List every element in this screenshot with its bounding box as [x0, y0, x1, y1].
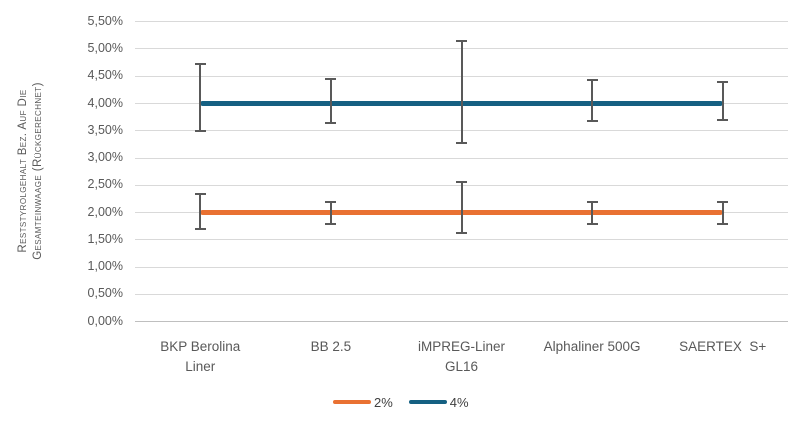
error-bar-cap-top-2% — [586, 200, 598, 203]
legend-line-swatch — [333, 400, 371, 404]
y-axis-title: Reststyrolgehalt Bez. Auf Die Gesamteinw… — [16, 82, 46, 260]
error-bar-cap-top-4% — [717, 80, 729, 83]
error-bar-cap-bottom-2% — [194, 227, 206, 230]
x-axis-category-label: iMPREG-Liner GL16 — [392, 337, 532, 377]
error-bar-stem-4% — [721, 81, 724, 121]
y-axis-title-line-2: Gesamteinwaage (Rückgerechnet) — [32, 82, 44, 260]
y-tick-label: 4,00% — [87, 95, 123, 110]
y-tick-label: 0,00% — [87, 313, 123, 328]
error-bar-stem-4% — [329, 78, 332, 123]
error-bar-stem-4% — [591, 80, 594, 121]
legend: 2% 4% — [333, 393, 485, 411]
y-tick-label: 1,50% — [87, 231, 123, 246]
error-bar-cap-bottom-4% — [717, 119, 729, 122]
error-bar-cap-bottom-2% — [586, 222, 598, 225]
gridline — [135, 239, 788, 241]
error-bar-cap-top-2% — [194, 192, 206, 195]
error-bar-cap-top-2% — [456, 180, 467, 183]
error-bar-stem-2% — [199, 193, 202, 229]
y-axis-title-line-1: Reststyrolgehalt Bez. Auf Die — [17, 89, 29, 253]
gridline — [135, 21, 788, 23]
legend-label: 4% — [449, 394, 469, 410]
y-tick-label: 5,50% — [87, 13, 123, 28]
legend-label: 2% — [374, 394, 393, 410]
gridline — [135, 266, 788, 268]
legend-item-2%: 2% — [333, 395, 393, 410]
error-bar-cap-bottom-4% — [194, 129, 206, 132]
gridline — [135, 293, 788, 295]
x-axis-category-label-line: BKP Berolina — [160, 339, 241, 354]
legend-line-swatch — [408, 400, 447, 404]
y-tick-label: 2,50% — [87, 177, 123, 192]
error-bar-cap-bottom-4% — [325, 121, 337, 124]
error-bar-cap-bottom-2% — [717, 222, 729, 225]
x-axis-category-label-line: iMPREG-Liner — [417, 339, 506, 354]
error-bar-cap-top-2% — [325, 200, 337, 203]
x-axis-category-label: BB 2.5 — [261, 337, 401, 357]
y-tick-label: 3,50% — [87, 122, 123, 137]
x-axis-line — [135, 321, 788, 323]
error-bar-stem-2% — [591, 201, 594, 224]
error-bar-cap-bottom-4% — [456, 142, 467, 145]
error-bar-stem-2% — [329, 201, 332, 224]
y-tick-label: 3,00% — [87, 150, 123, 165]
y-tick-label: 5,00% — [87, 40, 123, 55]
error-bar-cap-top-4% — [456, 39, 467, 42]
error-bar-cap-top-4% — [586, 79, 598, 82]
error-bar-cap-top-4% — [194, 63, 206, 66]
error-bar-stem-4% — [199, 64, 202, 131]
x-axis-category-label-line: SAERTEX S+ — [679, 339, 767, 354]
x-axis-category-label-line: Liner — [185, 359, 216, 374]
gridline — [135, 157, 788, 159]
error-bar-cap-top-4% — [325, 77, 337, 80]
x-axis-category-label: Alphaliner 500G — [522, 337, 662, 357]
y-tick-label: 2,00% — [87, 204, 123, 219]
error-bar-cap-bottom-2% — [456, 232, 467, 235]
error-bar-stem-4% — [460, 40, 463, 144]
legend-item-4%: 4% — [408, 394, 469, 410]
y-tick-label: 1,00% — [87, 259, 123, 274]
error-bar-cap-bottom-2% — [325, 222, 337, 225]
error-bar-cap-bottom-4% — [586, 119, 598, 122]
error-bar-stem-2% — [721, 201, 724, 224]
error-bar-cap-top-2% — [717, 200, 729, 203]
x-axis-category-label: SAERTEX S+ — [653, 337, 793, 357]
y-tick-label: 4,50% — [87, 68, 123, 83]
error-bar-stem-2% — [460, 181, 463, 234]
x-axis-category-label: BKP Berolina Liner — [130, 337, 270, 377]
x-axis-category-label-line: GL16 — [444, 359, 479, 374]
x-axis-category-label-line: Alphaliner 500G — [543, 339, 641, 354]
y-tick-label: 0,50% — [87, 286, 123, 301]
x-axis-category-label-line: BB 2.5 — [310, 339, 352, 354]
